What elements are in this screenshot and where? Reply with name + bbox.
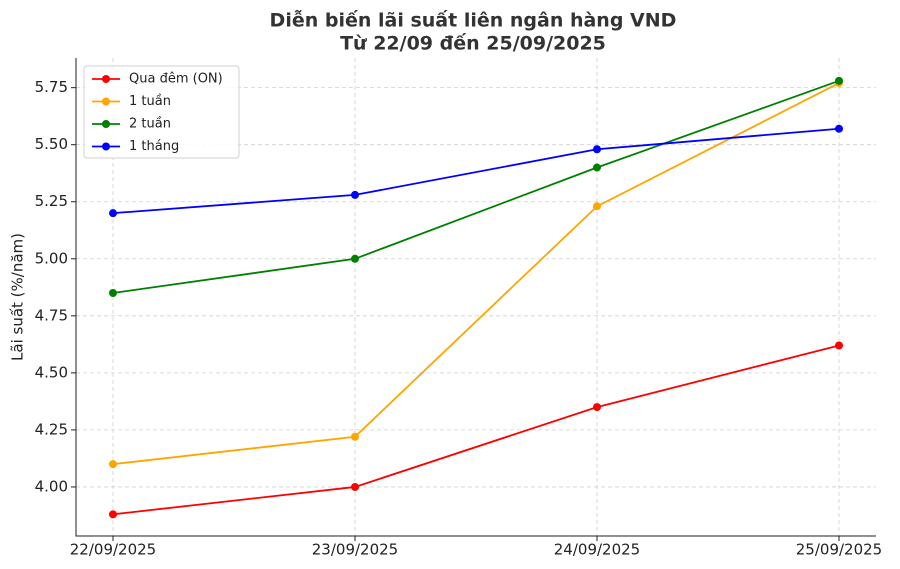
y-tick-label: 5.00 [35, 249, 68, 267]
data-point [835, 124, 843, 133]
legend-marker [102, 75, 110, 83]
x-tick-label: 24/09/2025 [554, 541, 640, 559]
data-point [109, 209, 117, 218]
data-point [835, 76, 843, 85]
data-point [593, 145, 601, 154]
y-axis-label: Lãi suất (%/năm) [9, 233, 27, 361]
data-point [109, 289, 117, 298]
y-tick-label: 4.25 [35, 420, 68, 438]
data-point [109, 460, 117, 469]
legend-marker [102, 120, 110, 128]
data-point [351, 432, 359, 441]
series-line [112, 127, 840, 215]
series-line [112, 79, 840, 294]
data-point [593, 202, 601, 211]
data-point [351, 254, 359, 263]
x-tick-label: 22/09/2025 [70, 541, 156, 559]
data-point [351, 190, 359, 199]
chart-subtitle: Từ 22/09 đến 25/09/2025 [340, 32, 606, 55]
legend: Qua đêm (ON) 1 tuần 2 tuần 1 tháng [83, 65, 240, 159]
legend-label: 1 tuần [129, 94, 171, 109]
legend-label: 1 tháng [129, 139, 179, 154]
data-point [593, 403, 601, 412]
legend-label: Qua đêm (ON) [129, 72, 223, 87]
legend-marker [102, 142, 110, 151]
y-tick-label: 4.00 [35, 477, 68, 495]
series-line [112, 344, 840, 516]
data-point [593, 163, 601, 172]
y-tick-label: 5.75 [35, 78, 68, 96]
data-point [351, 482, 359, 491]
y-tick-label: 5.50 [35, 135, 68, 153]
legend-label: 2 tuần [129, 117, 171, 132]
legend-box [83, 65, 240, 159]
y-tick-label: 4.75 [35, 306, 68, 324]
axes [75, 58, 876, 537]
x-tick-label: 23/09/2025 [312, 541, 398, 559]
data-point [109, 510, 117, 519]
y-tick-label: 4.50 [35, 363, 68, 381]
data-point [835, 341, 843, 350]
series-line [112, 82, 840, 466]
x-tick-label: 25/09/2025 [796, 541, 882, 559]
legend-marker [102, 97, 110, 106]
chart-title: Diễn biến lãi suất liên ngân hàng VND [270, 8, 677, 32]
y-tick-label: 5.25 [35, 192, 68, 210]
